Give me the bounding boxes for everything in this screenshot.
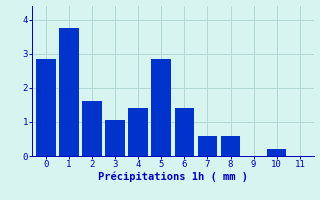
Bar [221, 136, 240, 156]
X-axis label: Précipitations 1h ( mm ): Précipitations 1h ( mm ) [98, 172, 248, 182]
Bar [128, 108, 148, 156]
Bar [151, 59, 171, 156]
Bar [174, 108, 194, 156]
Bar [105, 120, 125, 156]
Bar [267, 149, 286, 156]
Bar [198, 136, 217, 156]
Bar [82, 101, 102, 156]
Bar [59, 28, 79, 156]
Bar [36, 59, 56, 156]
